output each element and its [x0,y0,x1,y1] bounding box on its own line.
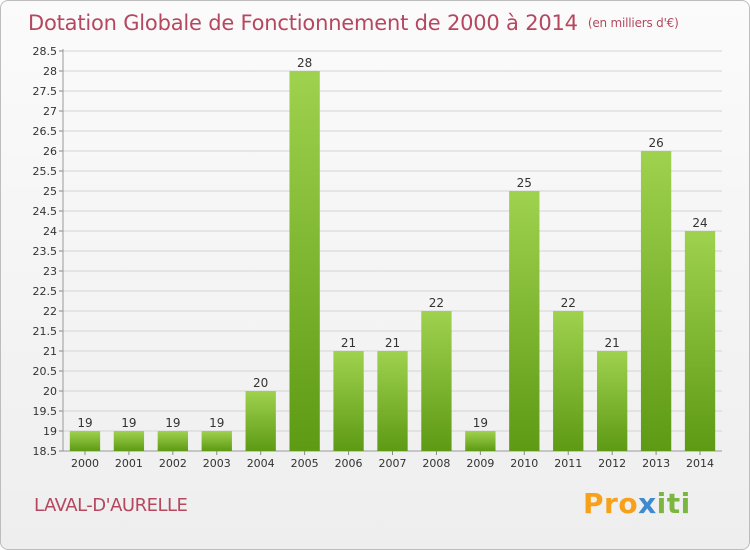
y-tick-label: 20 [43,385,57,398]
chart-title: Dotation Globale de Fonctionnement de 20… [28,7,679,39]
bar-2002 [157,431,188,451]
y-tick-label: 25 [43,185,57,198]
value-label: 25 [517,176,532,190]
x-tick-label: 2008 [422,457,450,470]
value-label: 20 [253,376,268,390]
x-tick-label: 2000 [71,457,99,470]
value-label: 19 [209,416,224,430]
y-tick-label: 28.5 [33,45,58,58]
value-label: 22 [429,296,444,310]
y-tick-label: 18.5 [33,445,58,458]
y-tick-label: 26.5 [33,125,58,138]
proxiti-logo: Proxiti [583,487,691,520]
value-labels: 19 19 19 19 20 28 21 21 22 19 25 22 21 26 24 [77,56,707,430]
bar-2010 [509,191,540,451]
bar-2003 [201,431,232,451]
x-tick-label: 2007 [379,457,407,470]
bar-2005 [289,71,320,451]
logo-part-2: x [638,487,657,520]
logo-part-3: iti [656,487,691,520]
title-text: Dotation Globale de Fonctionnement de 20… [28,11,578,35]
x-tick-label: 2014 [686,457,714,470]
bar-2007 [377,351,408,451]
y-tick-label: 23.5 [33,245,58,258]
bar-2004 [245,391,276,451]
y-tick-label: 27 [43,105,57,118]
x-tick-label: 2006 [335,457,363,470]
bars [69,71,716,451]
value-label: 24 [692,216,707,230]
y-tick-label: 19 [43,425,57,438]
bar-2009 [465,431,496,451]
y-tick-label: 21.5 [33,325,58,338]
value-label: 21 [385,336,400,350]
value-label: 19 [473,416,488,430]
y-tick-label: 26 [43,145,57,158]
y-tick-label: 22 [43,305,57,318]
value-label: 19 [77,416,92,430]
x-tick-label: 2013 [642,457,670,470]
y-tick-label: 24 [43,225,57,238]
value-label: 22 [561,296,576,310]
value-label: 19 [165,416,180,430]
y-tick-label: 21 [43,345,57,358]
y-tick-labels: 18.5 19 19.5 20 20.5 21 21.5 22 22.5 23 23.5 24 24.5… [33,45,58,458]
value-label: 21 [605,336,620,350]
y-tick-label: 22.5 [33,285,58,298]
bar-2012 [597,351,628,451]
bar-2013 [640,151,672,451]
x-tick-label: 2001 [115,457,143,470]
logo-part-1: Pro [583,487,639,520]
y-tick-label: 20.5 [33,365,58,378]
unit-label: (en milliers d'€) [587,16,679,30]
x-tick-label: 2010 [510,457,538,470]
x-tick-label: 2012 [598,457,626,470]
x-tick-label: 2009 [466,457,494,470]
bar-2000 [69,431,101,451]
value-label: 19 [121,416,136,430]
bar-2006 [333,351,364,451]
y-tick-label: 27.5 [33,85,58,98]
bar-2001 [113,431,145,451]
bar-2011 [553,311,584,451]
value-label: 21 [341,336,356,350]
bar-2014 [684,231,716,451]
x-tick-labels: 2000 2001 2002 2003 2004 2005 2006 2007 2008 2009… [71,457,714,470]
x-tick-label: 2011 [554,457,582,470]
value-label: 26 [648,136,663,150]
y-tick-label: 28 [43,65,57,78]
y-tick-label: 23 [43,265,57,278]
x-tick-label: 2005 [291,457,319,470]
x-tick-label: 2003 [203,457,231,470]
value-label: 28 [297,56,312,70]
y-tick-label: 24.5 [33,205,58,218]
x-tick-label: 2002 [159,457,187,470]
bar-2008 [421,311,452,451]
x-tick-label: 2004 [247,457,275,470]
commune-name: LAVAL-D'AURELLE [34,495,188,516]
y-tick-label: 19.5 [33,405,58,418]
y-tick-label: 25.5 [33,165,58,178]
